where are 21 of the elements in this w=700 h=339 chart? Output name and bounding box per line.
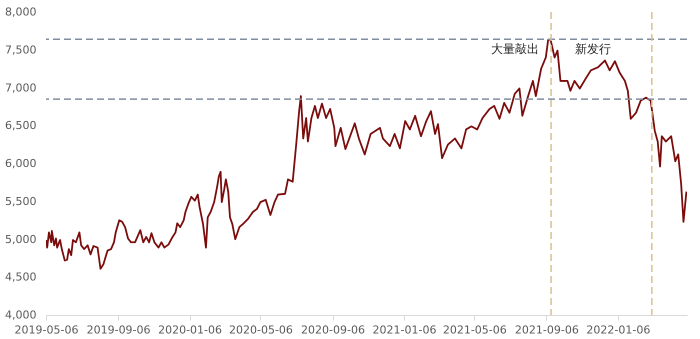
- y-tick-label: 5,500: [5, 194, 36, 208]
- x-tick-label: 2022-01-06: [586, 324, 650, 336]
- line-series: [46, 38, 687, 270]
- y-tick-label: 7,000: [5, 81, 36, 94]
- x-tick-label: 2020-05-06: [228, 324, 293, 336]
- x-tick-label: 2020-01-06: [158, 324, 222, 336]
- y-tick-label: 5,000: [5, 232, 36, 246]
- x-tick-label: 2020-09-06: [301, 324, 365, 336]
- x-tick-label: 2021-01-06: [372, 324, 436, 336]
- annotation: 新发行: [575, 42, 612, 56]
- y-tick-label: 8,000: [5, 6, 36, 18]
- x-tick-label: 2021-05-06: [442, 324, 507, 336]
- y-tick-label: 4,500: [5, 270, 36, 284]
- x-tick-label: 2019-09-06: [86, 324, 151, 336]
- x-tick-label: 2019-05-06: [14, 324, 78, 336]
- x-tick-label: 2021-09-06: [514, 324, 579, 336]
- y-tick-label: 6,000: [5, 157, 36, 170]
- annotation: 大量敲出: [491, 42, 540, 56]
- y-tick-label: 6,500: [5, 119, 36, 132]
- y-tick-label: 4,000: [5, 308, 36, 322]
- y-tick-label: 7,500: [5, 43, 36, 56]
